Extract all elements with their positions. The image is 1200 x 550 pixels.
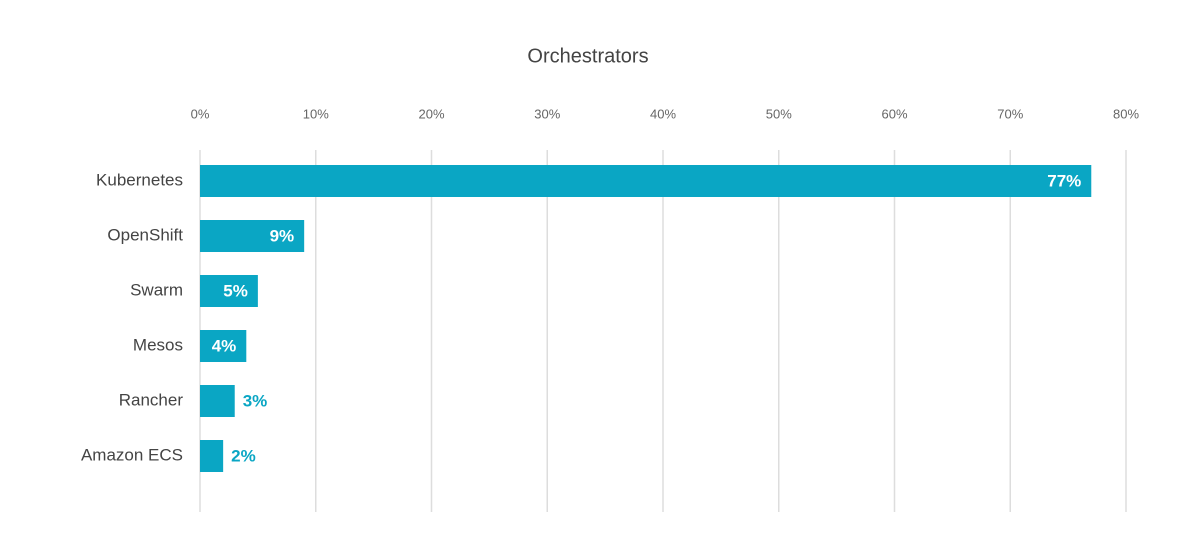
bar [200,220,305,252]
chart-title: Orchestrators [527,45,648,67]
x-tick-label: 0% [191,106,210,121]
bar [200,385,235,417]
x-tick-label: 80% [1113,106,1139,121]
value-label: 77% [1047,171,1081,190]
y-tick-label: Mesos [133,335,183,354]
x-tick-label: 70% [997,106,1023,121]
bar [200,165,1092,197]
x-tick-label: 60% [881,106,907,121]
value-label: 9% [270,226,295,245]
value-label: 4% [212,336,237,355]
x-tick-label: 50% [766,106,792,121]
y-tick-label: Swarm [130,280,183,299]
x-tick-label: 40% [650,106,676,121]
value-label: 2% [231,446,256,465]
bar [200,440,224,472]
value-label: 5% [223,281,248,300]
value-label: 3% [243,391,268,410]
bar [200,275,258,307]
bar [200,330,247,362]
x-tick-label: 10% [303,106,329,121]
y-tick-label: Amazon ECS [81,445,183,464]
x-tick-label: 30% [534,106,560,121]
y-tick-label: Rancher [119,390,184,409]
y-tick-label: Kubernetes [96,170,183,189]
y-tick-label: OpenShift [107,225,183,244]
x-tick-label: 20% [418,106,444,121]
